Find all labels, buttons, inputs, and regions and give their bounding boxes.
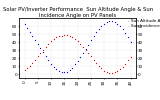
Point [121, 66, 124, 68]
Point [92, 36, 95, 37]
Point [31, 62, 34, 64]
Point [63, 34, 66, 36]
Point [28, 31, 31, 32]
Point [111, 72, 113, 74]
Point [26, 27, 28, 28]
Point [52, 38, 55, 40]
Point [39, 48, 42, 49]
Point [87, 44, 89, 46]
Point [84, 48, 87, 50]
Point [87, 52, 89, 54]
Point [68, 69, 71, 71]
Point [127, 60, 129, 61]
Point [47, 43, 50, 44]
Point [79, 56, 82, 58]
Point [111, 20, 113, 22]
Point [74, 38, 76, 40]
Point [82, 52, 84, 54]
Point [36, 56, 39, 57]
Point [95, 32, 97, 33]
Point [50, 63, 52, 64]
Point [129, 41, 132, 43]
Point [60, 72, 63, 73]
Point [84, 49, 87, 51]
Point [98, 65, 100, 67]
Point [52, 66, 55, 68]
Point [23, 69, 26, 71]
Point [92, 59, 95, 60]
Point [113, 72, 116, 73]
Point [116, 23, 119, 24]
Point [74, 64, 76, 65]
Point [76, 60, 79, 62]
Point [76, 40, 79, 42]
Point [90, 40, 92, 41]
Point [106, 72, 108, 73]
Point [68, 35, 71, 36]
Point [44, 56, 47, 57]
Point [42, 49, 44, 51]
Point [100, 25, 103, 27]
Point [82, 46, 84, 48]
Point [79, 43, 82, 44]
Point [66, 34, 68, 36]
Point [44, 46, 47, 48]
Point [106, 21, 108, 23]
Point [42, 52, 44, 53]
Point [124, 63, 127, 64]
Point [34, 59, 36, 60]
Point [95, 62, 97, 64]
Point [103, 23, 105, 24]
Point [47, 60, 50, 61]
Point [39, 52, 42, 54]
Point [119, 68, 121, 70]
Point [71, 36, 74, 38]
Point [23, 24, 26, 25]
Point [116, 70, 119, 72]
Point [113, 21, 116, 23]
Point [127, 36, 129, 38]
Point [90, 56, 92, 57]
Point [34, 39, 36, 40]
Point [28, 65, 31, 67]
Point [124, 32, 127, 34]
Point [58, 70, 60, 72]
Point [63, 72, 66, 73]
Point [71, 67, 74, 68]
Point [100, 68, 103, 69]
Point [55, 36, 58, 38]
Legend: Sun Altitude Angle, Sun Incidence Angle on PV: Sun Altitude Angle, Sun Incidence Angle … [126, 19, 160, 29]
Point [58, 36, 60, 37]
Point [119, 25, 121, 27]
Title: Solar PV/Inverter Performance  Sun Altitude Angle & Sun Incidence Angle on PV Pa: Solar PV/Inverter Performance Sun Altitu… [3, 7, 153, 18]
Point [31, 35, 34, 36]
Point [55, 68, 58, 70]
Point [103, 70, 105, 72]
Point [108, 72, 111, 74]
Point [66, 71, 68, 72]
Point [26, 68, 28, 69]
Point [98, 28, 100, 30]
Point [129, 56, 132, 58]
Point [50, 40, 52, 42]
Point [121, 28, 124, 30]
Point [36, 44, 39, 45]
Point [108, 20, 111, 22]
Point [60, 35, 63, 36]
